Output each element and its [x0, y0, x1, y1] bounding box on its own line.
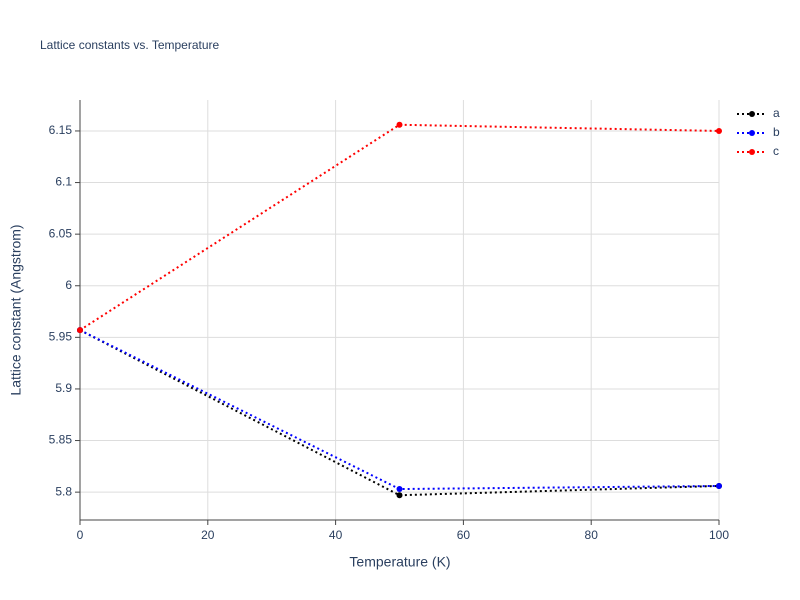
y-tick-label: 5.9	[55, 381, 72, 395]
marker	[77, 327, 83, 334]
y-tick-label: 6.1	[55, 175, 72, 189]
marker	[716, 127, 722, 134]
series-line	[79, 123, 720, 331]
legend-label: c	[773, 144, 779, 158]
y-tick-label: 5.85	[49, 433, 73, 447]
marker	[396, 121, 403, 128]
x-tick-label: 0	[77, 528, 84, 542]
marker	[396, 486, 403, 493]
y-axis-label: Lattice constant (Angstrom)	[8, 224, 24, 395]
legend-marker	[749, 130, 755, 136]
chart-title: Lattice constants vs. Temperature	[40, 38, 220, 52]
legend-marker	[749, 111, 755, 117]
legend-label: a	[773, 106, 780, 120]
series-line	[79, 329, 720, 491]
x-tick-label: 80	[585, 528, 599, 542]
series-line	[79, 329, 720, 497]
marker	[716, 482, 722, 489]
legend-marker	[749, 149, 755, 155]
x-tick-label: 40	[329, 528, 343, 542]
y-tick-label: 6.15	[49, 123, 73, 137]
x-tick-label: 100	[709, 528, 729, 542]
y-tick-label: 6.05	[49, 226, 73, 240]
legend-label: b	[773, 125, 780, 139]
y-tick-label: 6	[65, 278, 72, 292]
x-axis-label: Temperature (K)	[349, 554, 450, 570]
marker	[396, 492, 403, 499]
y-tick-label: 5.8	[55, 484, 72, 498]
y-tick-label: 5.95	[49, 330, 73, 344]
x-tick-label: 20	[201, 528, 215, 542]
x-tick-label: 60	[457, 528, 471, 542]
